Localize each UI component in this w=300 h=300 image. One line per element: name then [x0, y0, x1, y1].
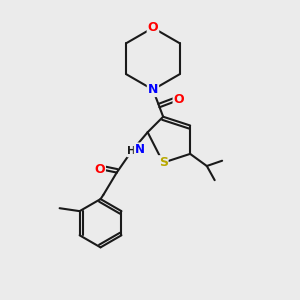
Text: O: O	[148, 21, 158, 34]
Text: O: O	[94, 163, 105, 176]
Text: H: H	[127, 146, 136, 156]
Text: O: O	[174, 94, 184, 106]
Text: N: N	[148, 83, 158, 96]
Text: N: N	[135, 143, 145, 156]
Text: S: S	[159, 156, 168, 169]
